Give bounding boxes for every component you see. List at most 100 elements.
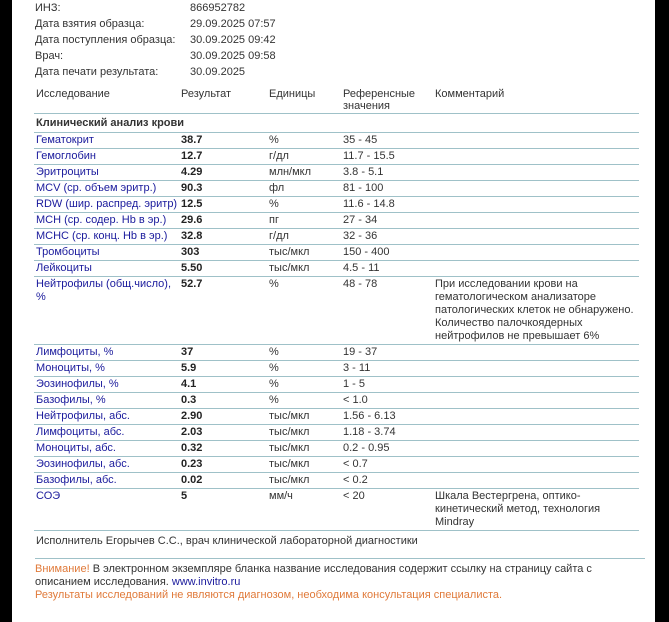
units: %: [267, 196, 341, 213]
test-name-link[interactable]: Тромбоциты: [34, 244, 179, 261]
table-row: Лейкоциты 5.50 тыс/мкл 4.5 - 11: [34, 260, 639, 277]
test-name-link[interactable]: MCH (ср. содер. Hb в эр.): [34, 212, 179, 229]
test-name-link[interactable]: RDW (шир. распред. эритр): [34, 196, 179, 213]
reference-range: 48 - 78: [341, 276, 433, 345]
executor-row: Исполнитель Егорычев С.С., врач клиничес…: [34, 531, 639, 559]
units: %: [267, 392, 341, 409]
result-value: 12.7: [179, 148, 267, 165]
comment: [433, 132, 639, 149]
reference-range: < 0.7: [341, 456, 433, 473]
header-test: Исследование: [34, 86, 179, 114]
info-row: Дата поступления образца: 30.09.2025 09:4…: [35, 32, 655, 48]
units: г/дл: [267, 148, 341, 165]
comment: [433, 408, 639, 425]
comment: [433, 228, 639, 245]
comment: [433, 360, 639, 377]
comment: [433, 392, 639, 409]
table-row: RDW (шир. распред. эритр) 12.5% 11.6 - 14.…: [34, 196, 639, 213]
result-value: 37: [179, 344, 267, 361]
table-row: MCHC (ср. конц. Hb в эр.) 32.8 г/дл 32 - 36: [34, 228, 639, 245]
sample-info: ИНЗ: 866952782 Дата взятия образца: 29.09.2…: [12, 0, 655, 80]
info-label: ИНЗ:: [35, 2, 61, 14]
test-name-link[interactable]: Эозинофилы, абс.: [34, 456, 179, 473]
test-name-link[interactable]: MCHC (ср. конц. Hb в эр.): [34, 228, 179, 245]
reference-range: 150 - 400: [341, 244, 433, 261]
reference-range: 32 - 36: [341, 228, 433, 245]
result-value: 303: [179, 244, 267, 261]
test-name-link[interactable]: Моноциты, абс.: [34, 440, 179, 457]
reference-range: < 0.2: [341, 472, 433, 489]
comment: [433, 212, 639, 229]
reference-range: < 20: [341, 488, 433, 531]
comment: [433, 148, 639, 165]
info-row: Дата взятия образца: 29.09.2025 07:57: [35, 16, 655, 32]
table-row: Базофилы, % 0.3% < 1.0: [34, 392, 639, 409]
result-value: 38.7: [179, 132, 267, 149]
reference-range: 0.2 - 0.95: [341, 440, 433, 457]
reference-range: 27 - 34: [341, 212, 433, 229]
test-name-link[interactable]: Нейтрофилы (общ.число), %: [34, 276, 179, 345]
reference-range: 1.18 - 3.74: [341, 424, 433, 441]
info-value: 30.09.2025 09:58: [190, 50, 276, 62]
units: тыс/мкл: [267, 440, 341, 457]
table-row: Гематокрит 38.7% 35 - 45: [34, 132, 639, 149]
comment: [433, 164, 639, 181]
section-title: Клинический анализ крови: [34, 113, 639, 133]
reference-range: 11.7 - 15.5: [341, 148, 433, 165]
units: тыс/мкл: [267, 244, 341, 261]
header-result: Результат: [179, 86, 267, 114]
units: %: [267, 360, 341, 377]
test-name-link[interactable]: Гемоглобин: [34, 148, 179, 165]
test-name-link[interactable]: Эозинофилы, %: [34, 376, 179, 393]
test-name-link[interactable]: Нейтрофилы, абс.: [34, 408, 179, 425]
reference-range: 1.56 - 6.13: [341, 408, 433, 425]
result-value: 2.03: [179, 424, 267, 441]
comment: [433, 440, 639, 457]
comment: [433, 244, 639, 261]
test-name-link[interactable]: Лейкоциты: [34, 260, 179, 277]
header-comment: Комментарий: [433, 86, 639, 114]
test-name-link[interactable]: MCV (ср. объем эритр.): [34, 180, 179, 197]
result-value: 2.90: [179, 408, 267, 425]
table-row: Тромбоциты 303 тыс/мкл 150 - 400: [34, 244, 639, 261]
table-row: Нейтрофилы, абс. 2.90 тыс/мкл 1.56 - 6.13: [34, 408, 639, 425]
comment: [433, 260, 639, 277]
reference-range: 11.6 - 14.8: [341, 196, 433, 213]
test-name-link[interactable]: Эритроциты: [34, 164, 179, 181]
units: тыс/мкл: [267, 456, 341, 473]
reference-range: 81 - 100: [341, 180, 433, 197]
table-row: СОЭ 5 мм/ч < 20 Шкала Вестергрена, оптико-ки…: [34, 488, 639, 531]
test-name-link[interactable]: Моноциты, %: [34, 360, 179, 377]
result-value: 5.9: [179, 360, 267, 377]
comment: [433, 472, 639, 489]
result-value: 4.1: [179, 376, 267, 393]
reference-range: 4.5 - 11: [341, 260, 433, 277]
test-name-link[interactable]: Лимфоциты, %: [34, 344, 179, 361]
result-value: 0.3: [179, 392, 267, 409]
table-row: Эозинофилы, абс. 0.23 тыс/мкл < 0.7: [34, 456, 639, 473]
result-value: 5.50: [179, 260, 267, 277]
table-row: Нейтрофилы (общ.число), % 52.7% 48 - 78 При…: [34, 276, 639, 345]
info-label: Дата взятия образца:: [35, 18, 145, 30]
header-ref: Референсные значения: [341, 86, 433, 114]
units: тыс/мкл: [267, 408, 341, 425]
table-row: Базофилы, абс. 0.02 тыс/мкл < 0.2: [34, 472, 639, 489]
result-value: 4.29: [179, 164, 267, 181]
comment: [433, 344, 639, 361]
units: %: [267, 344, 341, 361]
table-row: Лимфоциты, % 37% 19 - 37: [34, 344, 639, 361]
test-name-link[interactable]: Лимфоциты, абс.: [34, 424, 179, 441]
comment: Шкала Вестергрена, оптико-кинетический м…: [433, 488, 639, 531]
units: %: [267, 376, 341, 393]
result-value: 29.6: [179, 212, 267, 229]
test-name-link[interactable]: СОЭ: [34, 488, 179, 531]
invitro-link[interactable]: www.invitro.ru: [171, 576, 241, 588]
comment: [433, 424, 639, 441]
test-name-link[interactable]: Базофилы, %: [34, 392, 179, 409]
units: %: [267, 276, 341, 345]
test-name-link[interactable]: Гематокрит: [34, 132, 179, 149]
result-value: 5: [179, 488, 267, 531]
notice-text: В электронном экземпляре бланка название…: [35, 563, 592, 588]
info-row: Дата печати результата: 30.09.2025: [35, 64, 655, 80]
test-name-link[interactable]: Базофилы, абс.: [34, 472, 179, 489]
